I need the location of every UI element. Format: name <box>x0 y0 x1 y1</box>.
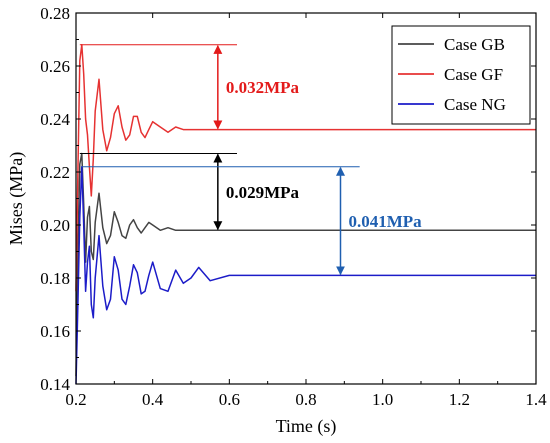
difference-label: 0.032MPa <box>226 78 300 97</box>
y-tick-label: 0.28 <box>40 4 70 23</box>
x-tick-label: 1.2 <box>449 390 470 409</box>
series-line-case-gf <box>75 44 536 292</box>
difference-label: 0.041MPa <box>349 212 423 231</box>
y-tick-label: 0.24 <box>40 110 70 129</box>
legend-box <box>391 25 531 125</box>
y-tick-label: 0.20 <box>40 216 70 235</box>
difference-label: 0.029MPa <box>226 183 300 202</box>
legend-label: Case GF <box>444 65 503 84</box>
annotation-layer: 0.032MPa 0.029MPa 0.041MPa <box>79 44 423 276</box>
y-tick-label: 0.22 <box>40 163 70 182</box>
x-tick-label: 0.6 <box>219 390 240 409</box>
x-tick-label: 0.4 <box>142 390 164 409</box>
series-line-case-ng <box>75 165 536 385</box>
x-tick-label: 1.0 <box>372 390 393 409</box>
y-axis-label: Mises (MPa) <box>6 152 27 246</box>
y-tick-label: 0.14 <box>40 375 70 394</box>
y-tick-label: 0.26 <box>40 57 70 76</box>
x-axis-label: Time (s) <box>276 416 337 437</box>
tick-layer: 0.2 0.4 0.6 0.8 1.0 1.2 1.4 0.14 0.16 0.18 0.20 0.2… <box>40 4 547 409</box>
x-tick-label: 1.4 <box>525 390 547 409</box>
legend-label: Case GB <box>444 35 505 54</box>
series-line-case-gb <box>75 152 536 377</box>
legend-label: Case NG <box>444 95 506 114</box>
y-tick-label: 0.18 <box>40 269 70 288</box>
series-layer <box>75 44 536 385</box>
legend: Case GB Case GF Case NG <box>391 25 531 125</box>
y-tick-label: 0.16 <box>40 322 70 341</box>
x-tick-label: 0.2 <box>65 390 86 409</box>
x-tick-label: 0.8 <box>295 390 316 409</box>
